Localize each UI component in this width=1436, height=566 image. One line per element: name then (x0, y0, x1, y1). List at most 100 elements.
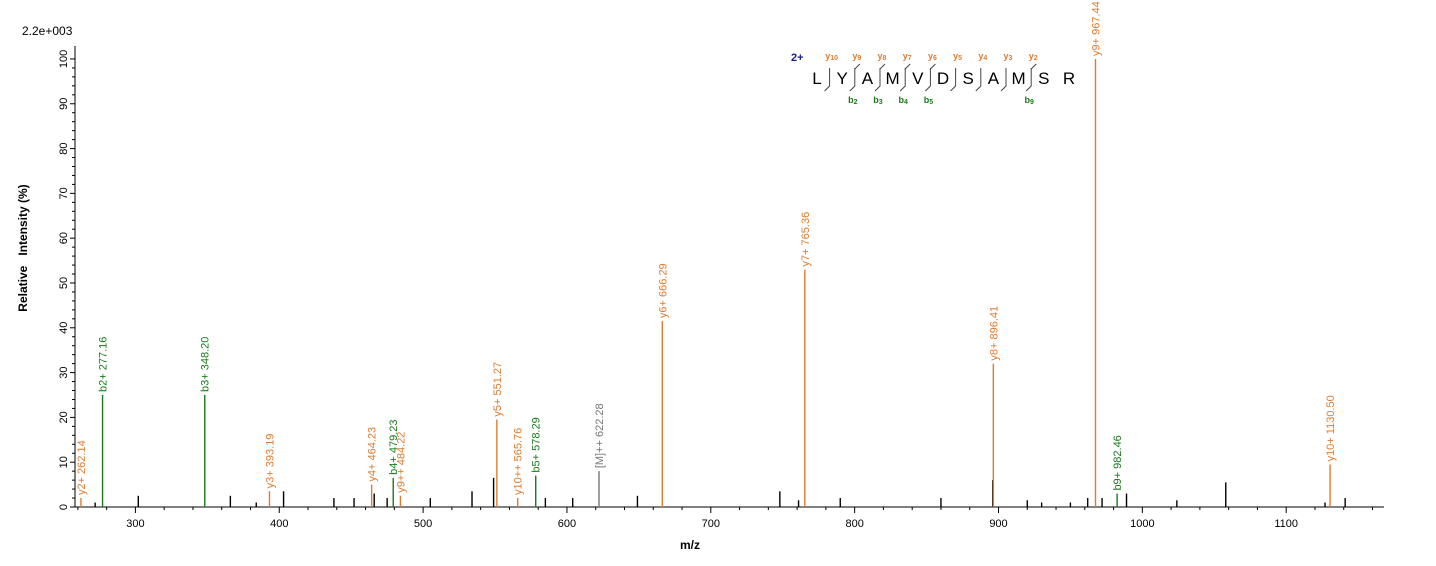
y-tick-label: 10 (58, 456, 70, 468)
y-ion-label: y5 (953, 51, 962, 62)
y-ion-label: y6 (928, 51, 937, 62)
y-tick-label: 0 (58, 504, 70, 510)
y-ion-index: 10 (830, 55, 838, 62)
peak-label: y9+ 967.44 (1091, 1, 1103, 56)
b-ion-label: b4 (898, 95, 908, 106)
y-ion-bracket (874, 68, 881, 92)
peak-label: y10++ 565.76 (513, 428, 525, 495)
y-ion-bracket (975, 68, 982, 92)
x-axis-title: m/z (680, 538, 700, 552)
y-ion-bracket (925, 68, 931, 92)
peak-label: y6+ 666.29 (657, 263, 669, 318)
y-ion-index: 5 (958, 55, 962, 62)
y-ion-label: y3 (1004, 51, 1013, 62)
sequence-residue: S (1038, 69, 1049, 88)
x-tick-label: 1000 (1130, 518, 1154, 530)
y-tick-label: 60 (58, 232, 70, 244)
peak-label: y7+ 765.36 (800, 212, 812, 267)
b-ion-index: 5 (929, 99, 933, 106)
y-tick-label: 20 (58, 411, 70, 423)
y-ion-index: 7 (908, 55, 912, 62)
x-tick-label: 500 (414, 518, 432, 530)
y-ion-label: y7 (903, 51, 912, 62)
x-tick-label: 1100 (1274, 518, 1298, 530)
sequence-residue: R (1063, 69, 1075, 88)
peak-label: b9+ 982.46 (1112, 435, 1124, 490)
b-ion-index: 2 (854, 99, 858, 106)
sequence-residue: Y (837, 69, 848, 88)
y-ion-bracket (899, 68, 906, 92)
sequence-residue: L (812, 69, 821, 88)
y-ion-bracket (824, 68, 831, 92)
y-ion-bracket (849, 68, 856, 92)
x-tick-label: 900 (989, 518, 1007, 530)
y-ion-label: y2 (1029, 51, 1038, 62)
b-ion-label: b9 (1024, 95, 1034, 106)
x-tick-label: 700 (702, 518, 720, 530)
peaks-layer (80, 58, 1346, 507)
y-tick-label: 50 (58, 277, 70, 289)
precursor-charge: 2+ (791, 52, 804, 64)
y-ion-index: 2 (1034, 55, 1038, 62)
peak-label: y3+ 393.19 (264, 434, 276, 489)
y-axis-title: Relative Intensity (%) (16, 184, 30, 311)
peak-label: b4+ 479.23 (388, 420, 400, 475)
intensity-scale-label: 2.2e+003 (22, 24, 73, 38)
y-ion-bracket (1000, 68, 1007, 92)
b-ion-index: 3 (879, 99, 883, 106)
peak-label: y5+ 551.27 (492, 362, 504, 417)
b-ion-bracket (879, 63, 886, 70)
y-ion-bracket (950, 68, 957, 92)
peak-label: y4+ 464.23 (367, 427, 379, 482)
b-ion-bracket (930, 63, 936, 70)
y-ion-index: 4 (983, 55, 987, 62)
peak-label: b2+ 277.16 (98, 337, 110, 392)
peak-labels-layer: y2+ 262.14 b2+ 277.16 b3+ 348.20 y3+ 393.19… (76, 1, 1337, 495)
x-tick-label: 600 (558, 518, 576, 530)
y-tick-label: 80 (58, 142, 70, 154)
y-tick-label: 30 (58, 366, 70, 378)
y-tick-label: 90 (58, 98, 70, 110)
sequence-residue: A (988, 69, 1000, 88)
y-tick-label: 70 (58, 187, 70, 199)
y-tick-label: 40 (58, 322, 70, 334)
peak-label: y9++ 484.22 (395, 432, 407, 493)
peak-label: y8+ 896.41 (988, 306, 1000, 361)
y-ion-index: 8 (883, 55, 887, 62)
x-tick-label: 800 (845, 518, 863, 530)
b-ion-label: b3 (873, 95, 883, 106)
b-ion-index: 9 (1030, 99, 1034, 106)
peak-label: [M]++ 622.28 (594, 403, 606, 468)
y-ion-label: y10 (825, 51, 838, 62)
b-ion-bracket (854, 63, 861, 70)
x-tick-label: 300 (126, 518, 144, 530)
axes: 0 10 20 30 40 50 60 70 80 90 100 300 400 500 600 700 800… (58, 46, 1384, 530)
b-ion-index: 4 (904, 99, 908, 106)
peak-label: y2+ 262.14 (76, 440, 88, 495)
y-ion-index: 3 (1009, 55, 1013, 62)
y-tick-label: 100 (58, 50, 70, 68)
y-ion-label: y4 (978, 51, 987, 62)
b-ion-label: b2 (848, 95, 858, 106)
sequence-residue: S (963, 69, 974, 88)
sequence-residue: A (862, 69, 874, 88)
b-ion-bracket (904, 63, 911, 70)
y-ion-bracket (1025, 68, 1032, 92)
y-ion-index: 6 (933, 55, 937, 62)
sequence-residue: M (1012, 69, 1026, 88)
y-ion-label: y8 (878, 51, 887, 62)
sequence-residue: D (937, 69, 949, 88)
y-ion-index: 9 (857, 55, 861, 62)
x-tick-label: 400 (270, 518, 288, 530)
sequence-residue: M (886, 69, 900, 88)
b-ion-bracket (1030, 63, 1037, 70)
y-ion-label: y9 (852, 51, 861, 62)
peak-label: b5+ 578.29 (531, 417, 543, 472)
b-ion-label: b5 (924, 95, 934, 106)
sequence-residue: V (912, 69, 924, 88)
peak-label: b3+ 348.20 (200, 337, 212, 392)
peak-label: y10+ 1130.50 (1325, 395, 1337, 461)
